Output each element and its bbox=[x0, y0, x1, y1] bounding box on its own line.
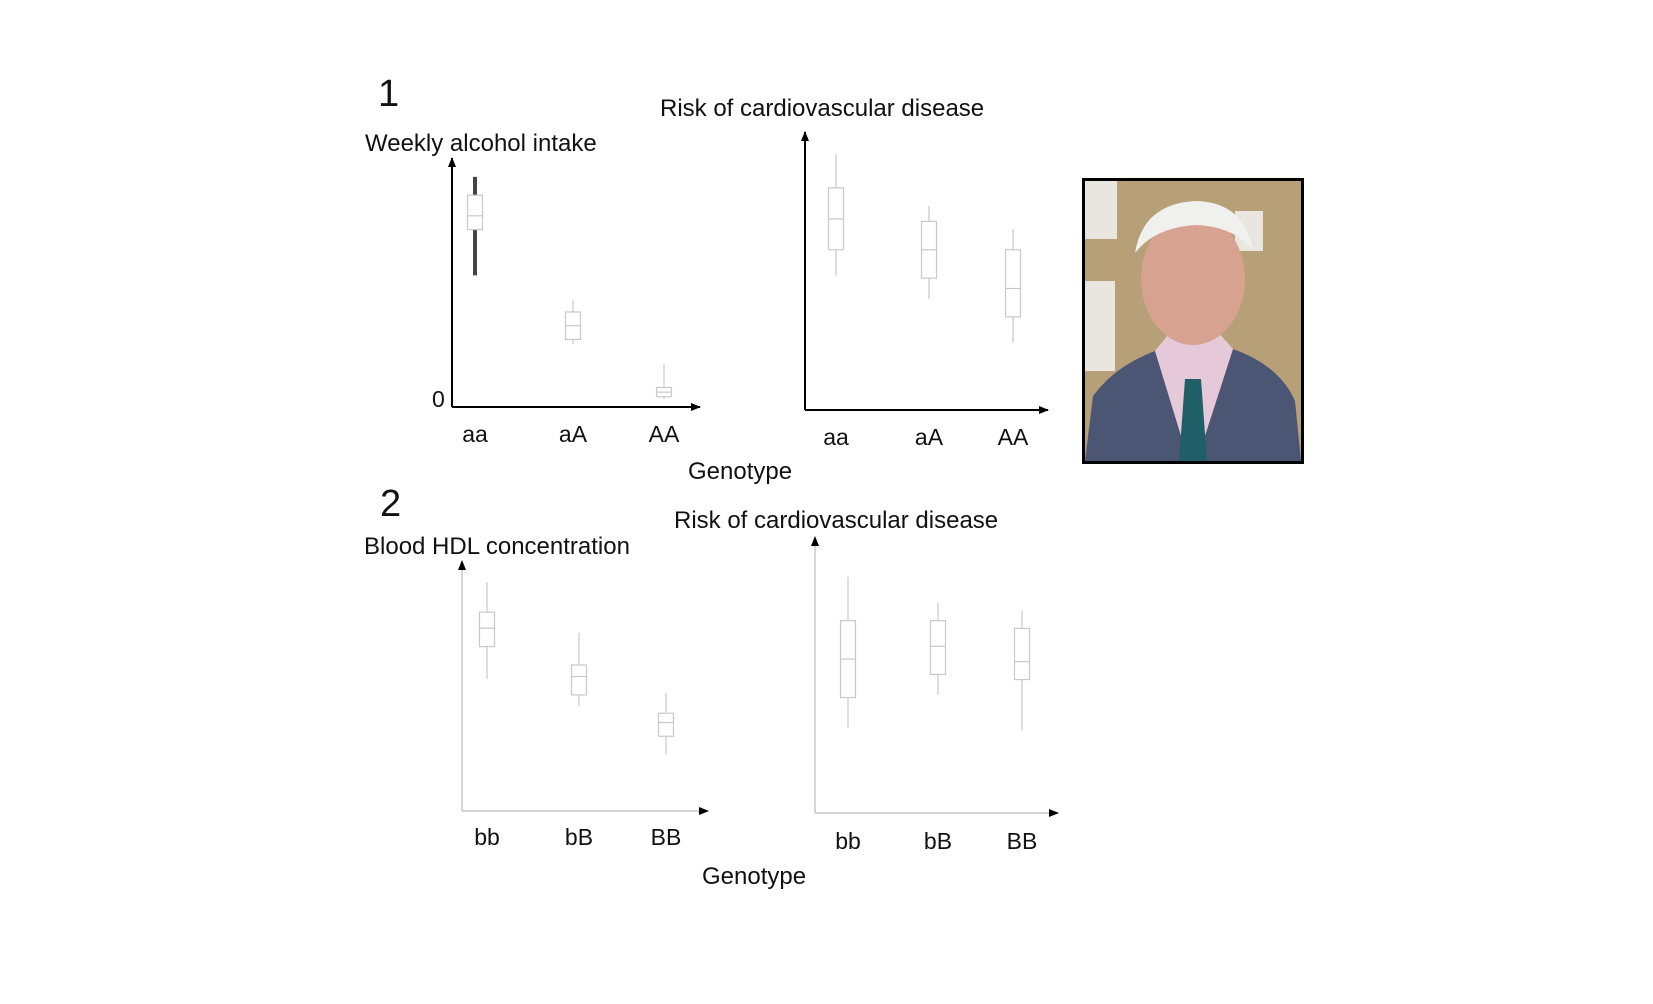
x-tick-label: bb bbox=[474, 824, 500, 850]
box-aa bbox=[466, 176, 484, 276]
x-tick-label: bB bbox=[565, 824, 593, 850]
box-AA bbox=[655, 364, 673, 399]
y-tick-zero: 0 bbox=[432, 386, 445, 412]
box-iqr bbox=[478, 611, 496, 648]
box-bb bbox=[478, 582, 496, 679]
box-bB bbox=[929, 602, 947, 695]
box-iqr bbox=[570, 664, 588, 696]
photo-win1 bbox=[1085, 181, 1117, 239]
box-BB bbox=[1013, 610, 1031, 731]
chart-title-hdl: Blood HDL concentration bbox=[364, 533, 630, 560]
box-aa bbox=[827, 154, 845, 276]
box-BB bbox=[657, 692, 675, 755]
x-tick-label: aa bbox=[462, 421, 488, 447]
photo-face bbox=[1141, 213, 1245, 345]
chart-title-cvd-2: Risk of cardiovascular disease bbox=[674, 507, 998, 534]
photo-tie bbox=[1179, 379, 1207, 461]
box-iqr bbox=[929, 620, 947, 676]
x-tick-label: BB bbox=[1007, 828, 1038, 854]
portrait-photo-icon bbox=[1085, 181, 1301, 461]
chart-cvd-risk-a: aa aA AA bbox=[801, 131, 1049, 450]
x-tick-label: BB bbox=[651, 824, 682, 850]
portrait-photo bbox=[1082, 178, 1304, 464]
chart-hdl-concentration: bb bB BB bbox=[458, 560, 709, 850]
x-tick-label: aa bbox=[823, 424, 849, 450]
photo-hair bbox=[1135, 201, 1253, 253]
box-bB bbox=[570, 632, 588, 707]
shared-xlabel-1: Genotype bbox=[688, 458, 792, 485]
x-tick-label: bB bbox=[924, 828, 952, 854]
x-tick-label: bb bbox=[835, 828, 861, 854]
x-tick-label: AA bbox=[998, 424, 1029, 450]
photo-win2 bbox=[1085, 281, 1115, 371]
x-tick-label: aA bbox=[915, 424, 944, 450]
box-bb bbox=[839, 577, 857, 729]
x-tick-label: aA bbox=[559, 421, 588, 447]
chart-title-cvd-1: Risk of cardiovascular disease bbox=[660, 95, 984, 122]
box-aA bbox=[564, 300, 582, 345]
box-iqr bbox=[1013, 627, 1031, 681]
box-iqr bbox=[466, 194, 484, 231]
box-iqr bbox=[1004, 249, 1022, 318]
chart-cvd-risk-b: bb bB BB bbox=[811, 536, 1059, 854]
box-aA bbox=[920, 205, 938, 299]
x-tick-label: AA bbox=[649, 421, 680, 447]
chart-title-alcohol: Weekly alcohol intake bbox=[365, 130, 597, 157]
panel-number-2: 2 bbox=[380, 483, 401, 525]
panel-number-1: 1 bbox=[378, 73, 399, 115]
box-iqr bbox=[657, 712, 675, 737]
chart-alcohol-intake: aa aA AA bbox=[448, 157, 701, 447]
shared-xlabel-2: Genotype bbox=[702, 863, 806, 890]
box-AA bbox=[1004, 229, 1022, 343]
